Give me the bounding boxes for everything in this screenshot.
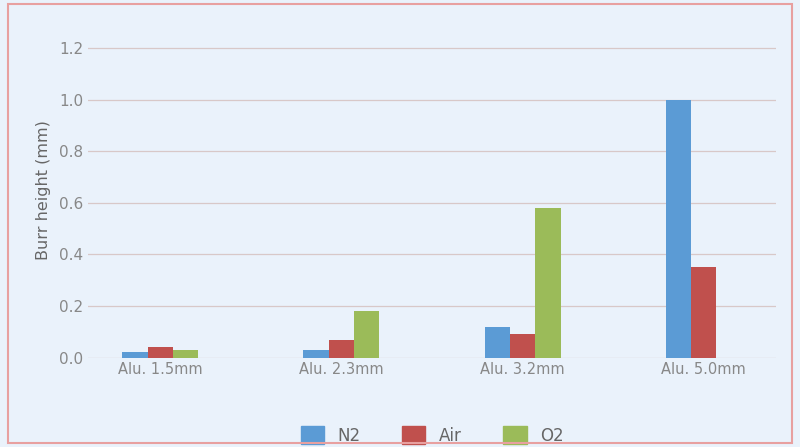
Y-axis label: Burr height (mm): Burr height (mm): [35, 120, 50, 260]
Bar: [354, 311, 379, 358]
Bar: [329, 340, 354, 358]
Bar: [535, 208, 561, 358]
Bar: [666, 100, 691, 358]
Bar: [485, 327, 510, 358]
Bar: [510, 334, 535, 358]
Bar: [148, 347, 173, 358]
Legend: N2, Air, O2: N2, Air, O2: [294, 420, 570, 447]
Bar: [173, 350, 198, 358]
Bar: [122, 352, 148, 358]
Bar: [691, 267, 716, 358]
Bar: [303, 350, 329, 358]
